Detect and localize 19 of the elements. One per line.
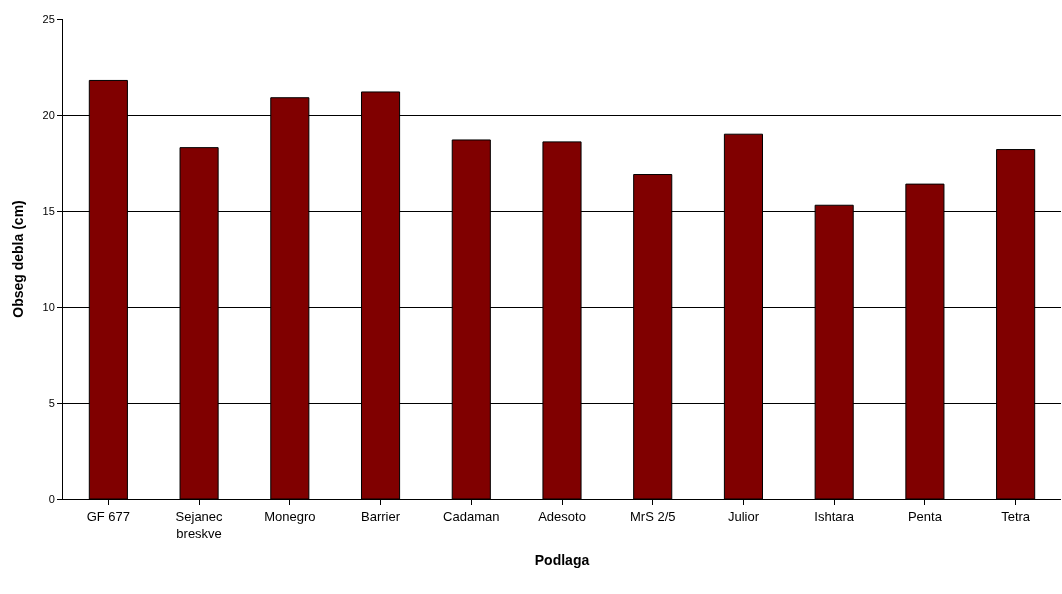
x-tick-label: Tetra xyxy=(1001,508,1031,524)
x-tick-label: Barrier xyxy=(361,508,401,524)
y-tick-label: 20 xyxy=(42,108,55,121)
y-axis-title: Obseg debla (cm) xyxy=(10,200,27,318)
x-tick-label: Monegro xyxy=(264,508,316,524)
y-tick-label: 10 xyxy=(42,300,55,313)
x-tick-label: Penta xyxy=(907,508,943,524)
y-tick-label: 15 xyxy=(42,204,55,217)
x-tick-label: Sejanec breskve xyxy=(175,508,224,541)
x-tick-label: Julior xyxy=(727,508,760,524)
y-tick-label: 5 xyxy=(48,396,55,409)
x-axis-title: Podlaga xyxy=(534,551,590,568)
x-tick-label: MrS 2/5 xyxy=(629,508,676,524)
x-tick-label: Ishtara xyxy=(814,508,855,524)
x-tick-label: Cadaman xyxy=(443,508,500,524)
y-tick-label: 0 xyxy=(48,492,55,505)
x-tick-label: Adesoto xyxy=(538,508,586,524)
x-tick-label: GF 677 xyxy=(86,508,131,524)
y-tick-label: 25 xyxy=(42,12,55,25)
